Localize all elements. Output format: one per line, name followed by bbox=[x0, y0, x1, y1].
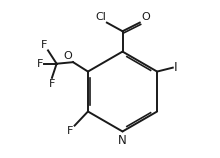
Text: N: N bbox=[118, 134, 127, 147]
Text: F: F bbox=[67, 126, 73, 136]
Text: F: F bbox=[49, 79, 55, 89]
Text: I: I bbox=[174, 61, 178, 74]
Text: F: F bbox=[37, 59, 43, 69]
Text: Cl: Cl bbox=[95, 12, 106, 22]
Text: O: O bbox=[141, 12, 150, 22]
Text: F: F bbox=[41, 40, 47, 50]
Text: O: O bbox=[64, 51, 72, 61]
